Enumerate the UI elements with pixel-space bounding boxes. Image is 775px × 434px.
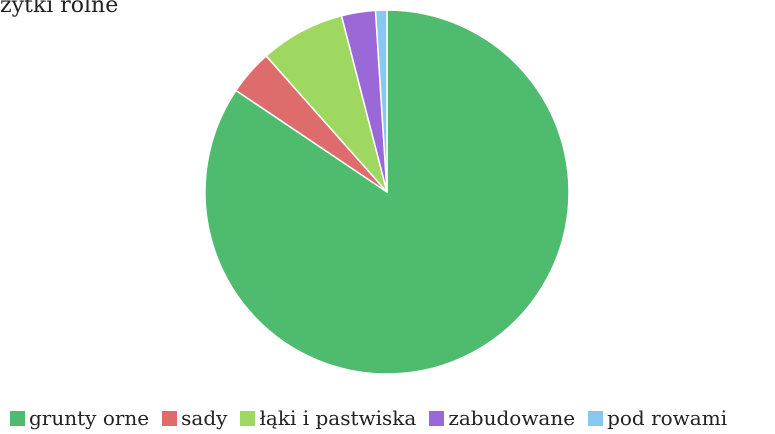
pie-slice-pod-rowami: [374, 9, 388, 193]
legend-item-laki-i-pastwiska: łąki i pastwiska: [240, 406, 416, 430]
legend-label-grunty-orne: grunty orne: [29, 406, 150, 430]
legend-label-zabudowane: zabudowane: [448, 406, 576, 430]
legend-swatch-laki-i-pastwiska: [240, 410, 256, 426]
legend: grunty orne sady łąki i pastwiska zabudo…: [10, 406, 727, 430]
legend-label-laki-i-pastwiska: łąki i pastwiska: [259, 406, 417, 430]
chart-title: żytki rolne: [0, 0, 119, 18]
legend-item-grunty-orne: grunty orne: [10, 406, 149, 430]
legend-item-pod-rowami: pod rowami: [588, 406, 727, 430]
legend-label-pod-rowami: pod rowami: [607, 406, 728, 430]
legend-swatch-sady: [162, 410, 178, 426]
legend-item-zabudowane: zabudowane: [429, 406, 575, 430]
legend-swatch-grunty-orne: [10, 410, 25, 426]
legend-label-sady: sady: [181, 406, 228, 430]
legend-item-sady: sady: [162, 406, 227, 430]
legend-swatch-pod-rowami: [588, 410, 604, 426]
legend-swatch-zabudowane: [429, 410, 445, 426]
